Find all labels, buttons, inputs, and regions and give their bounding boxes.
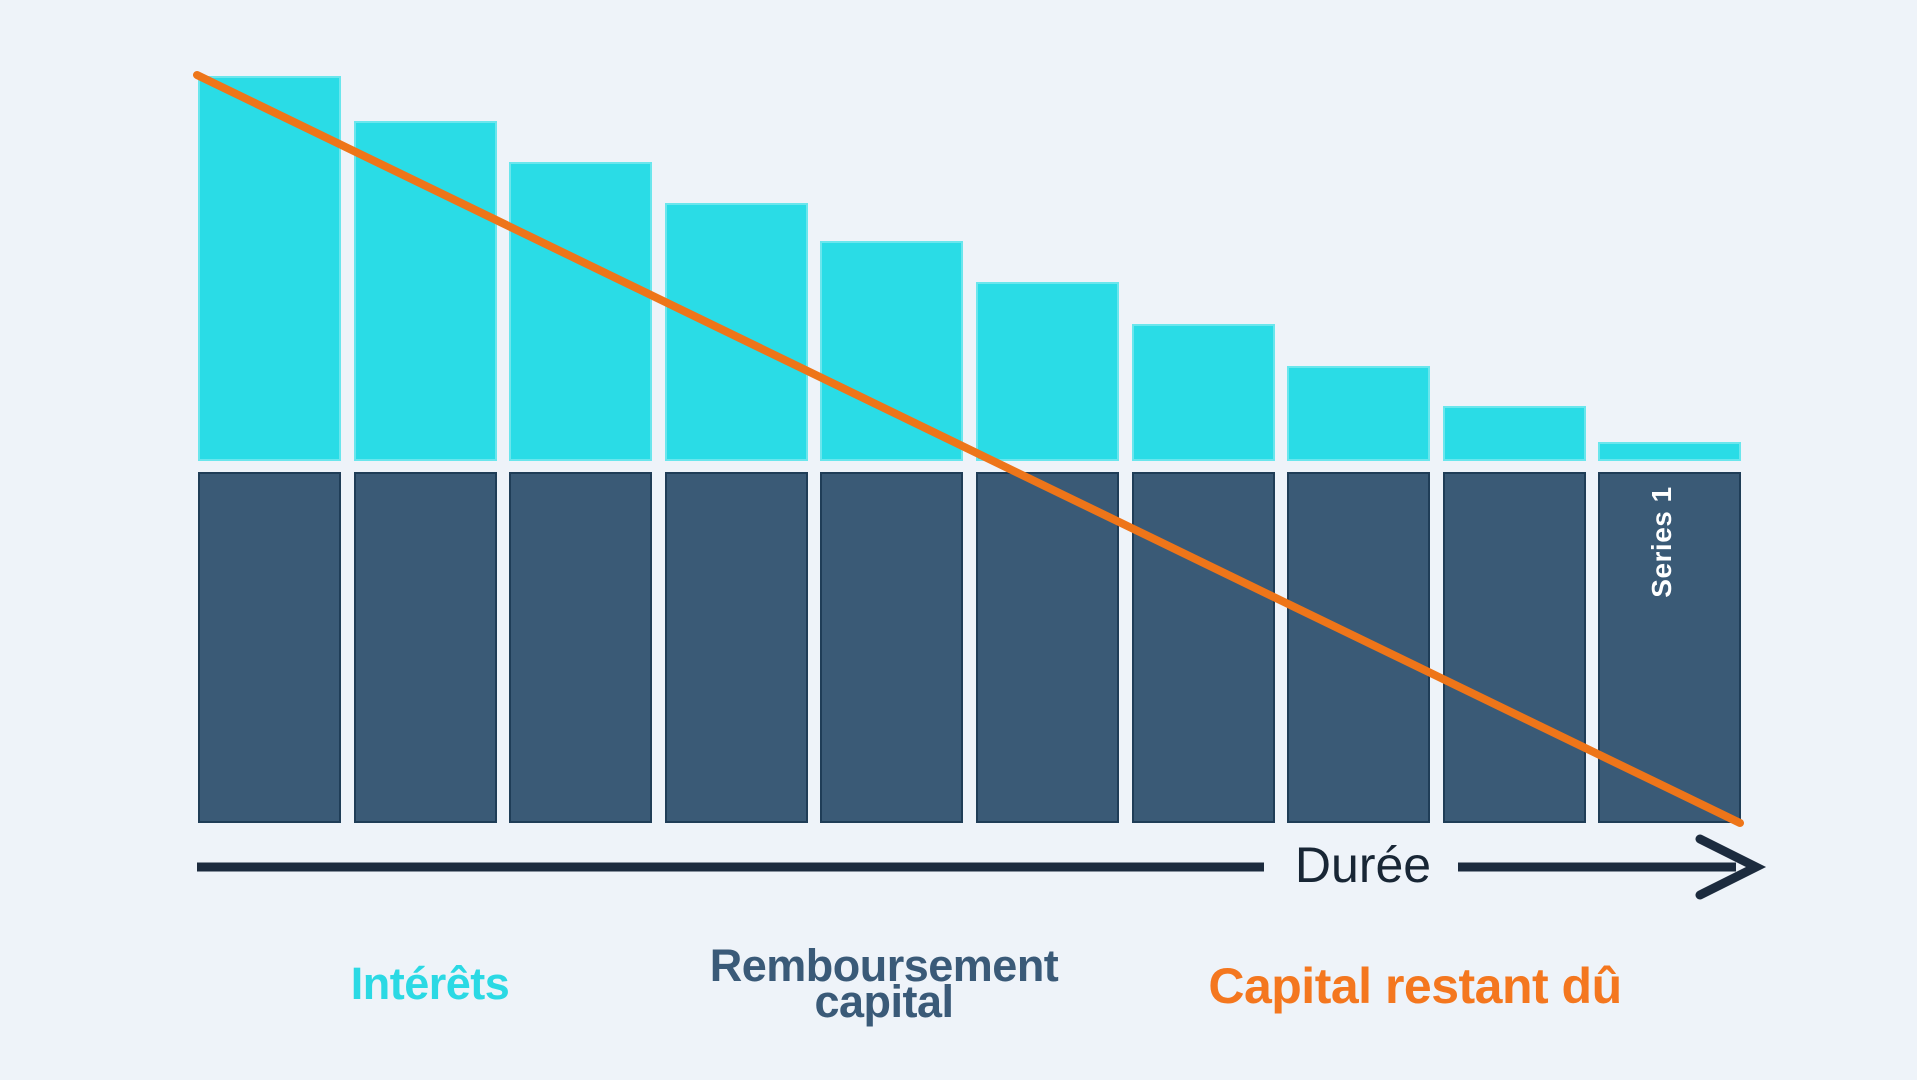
interest-bar bbox=[509, 162, 652, 461]
x-axis-arrow bbox=[197, 834, 1767, 900]
x-axis-label: Durée bbox=[1294, 837, 1432, 893]
interest-bar bbox=[665, 203, 808, 461]
principal-bar bbox=[665, 472, 808, 823]
arrowhead-icon bbox=[1695, 834, 1767, 900]
legend-principal-line2: capital bbox=[814, 976, 954, 1027]
principal-bar bbox=[198, 472, 341, 823]
series1-data-label: Series 1 bbox=[1646, 486, 1677, 598]
legend-principal-label: Remboursement capital bbox=[710, 943, 1059, 1024]
principal-bar bbox=[1287, 472, 1430, 823]
legend-principal-line1: Remboursement bbox=[709, 940, 1059, 991]
interest-bar bbox=[354, 121, 497, 461]
legend-interest-label: Intérêts bbox=[350, 958, 510, 1009]
interest-bar bbox=[1287, 366, 1430, 461]
interest-bar bbox=[820, 241, 963, 461]
principal-bar bbox=[976, 472, 1119, 823]
legend-remaining-label: Capital restant dû bbox=[1208, 958, 1622, 1014]
interest-bar bbox=[198, 76, 341, 461]
interest-bar bbox=[976, 282, 1119, 461]
principal-bar bbox=[509, 472, 652, 823]
interest-bar bbox=[1132, 324, 1275, 461]
principal-bar bbox=[820, 472, 963, 823]
interest-bar bbox=[1598, 442, 1741, 461]
principal-bar bbox=[354, 472, 497, 823]
principal-bar bbox=[1132, 472, 1275, 823]
interest-bar bbox=[1443, 406, 1586, 461]
principal-bar bbox=[1443, 472, 1586, 823]
